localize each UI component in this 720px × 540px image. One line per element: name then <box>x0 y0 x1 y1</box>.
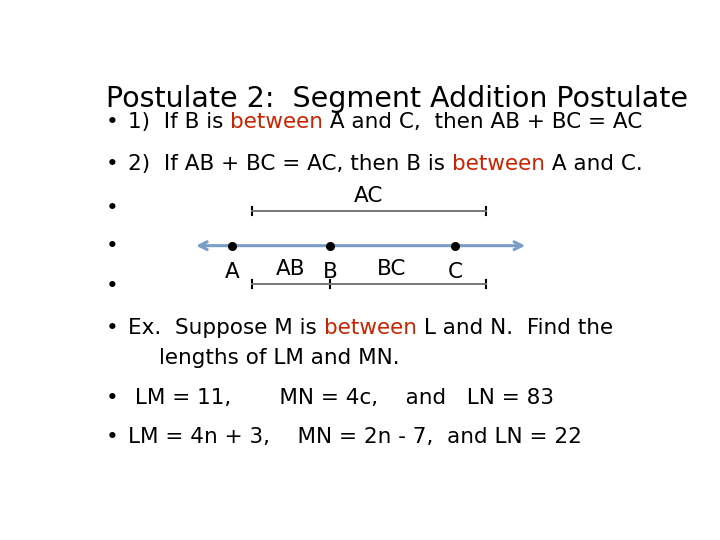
Text: A and C,  then AB + BC = AC: A and C, then AB + BC = AC <box>323 112 642 132</box>
Text: A and C.: A and C. <box>545 154 642 174</box>
Text: •: • <box>106 427 118 447</box>
Text: AC: AC <box>354 186 384 206</box>
Text: •: • <box>106 112 118 132</box>
Text: LM = 11,       MN = 4c,    and   LN = 83: LM = 11, MN = 4c, and LN = 83 <box>128 388 554 408</box>
Text: LM = 4n + 3,    MN = 2n - 7,  and LN = 22: LM = 4n + 3, MN = 2n - 7, and LN = 22 <box>128 427 582 447</box>
Text: BC: BC <box>377 259 406 279</box>
Text: between: between <box>230 112 323 132</box>
Text: •: • <box>106 198 118 218</box>
Text: 2)  If AB + BC = AC, then B is: 2) If AB + BC = AC, then B is <box>128 154 452 174</box>
Text: Ex.  Suppose M is: Ex. Suppose M is <box>128 318 323 338</box>
Text: L and N.  Find the: L and N. Find the <box>417 318 613 338</box>
Text: Postulate 2:  Segment Addition Postulate: Postulate 2: Segment Addition Postulate <box>106 85 688 113</box>
Text: •: • <box>106 276 118 296</box>
Text: A: A <box>225 262 240 282</box>
Text: •: • <box>106 388 118 408</box>
Text: C: C <box>448 262 463 282</box>
Text: B: B <box>323 262 337 282</box>
Text: •: • <box>106 318 118 338</box>
Text: •: • <box>106 154 118 174</box>
Text: •: • <box>106 235 118 255</box>
Text: 1)  If B is: 1) If B is <box>128 112 230 132</box>
Text: between: between <box>323 318 417 338</box>
Text: AB: AB <box>276 259 305 279</box>
Text: lengths of LM and MN.: lengths of LM and MN. <box>158 348 400 368</box>
Text: between: between <box>452 154 545 174</box>
